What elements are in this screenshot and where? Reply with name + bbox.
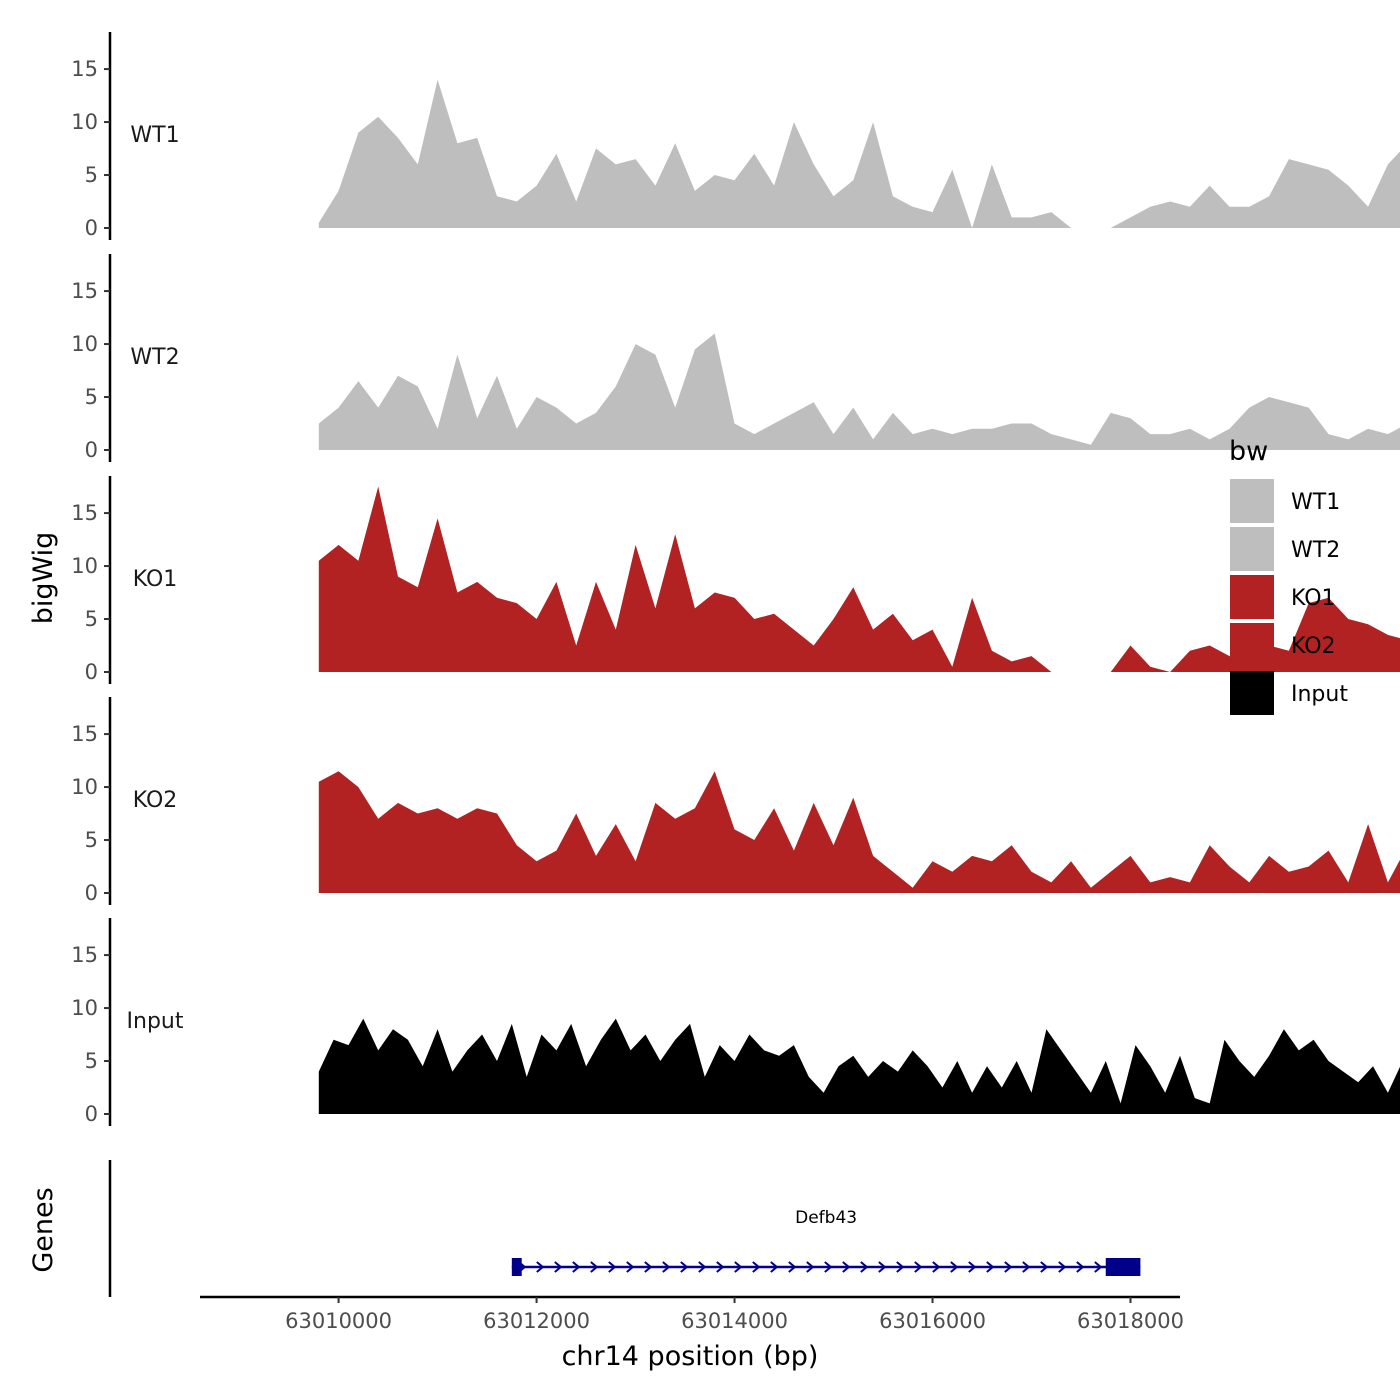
- strand-arrow: [932, 1261, 941, 1273]
- y-tick-label: 0: [85, 1102, 98, 1126]
- y-tick-label: 5: [85, 385, 98, 409]
- strand-arrow: [662, 1261, 671, 1273]
- y-tick-label: 0: [85, 881, 98, 905]
- legend: bw WT1 WT2 KO1 KO2 Input: [1229, 436, 1348, 715]
- area-ko1-segment-1: [318, 486, 1052, 672]
- strand-arrow: [554, 1261, 563, 1273]
- legend-label-wt2: WT2: [1291, 538, 1340, 563]
- gene-exon-2: [1105, 1258, 1141, 1276]
- x-axis: 63010000 63012000 63014000 63016000 63018000: [200, 1295, 1184, 1333]
- legend-items: WT1 WT2 KO1 KO2 Input: [1230, 479, 1348, 715]
- strand-arrow: [608, 1261, 617, 1273]
- gene-name-label: Defb43: [795, 1208, 857, 1228]
- y-tick-label: 10: [71, 775, 98, 799]
- x-tick-label: 63016000: [879, 1309, 986, 1333]
- y-tick-label: 15: [71, 943, 98, 967]
- gene-track-title: Genes: [28, 1187, 59, 1272]
- area-input-segment-1: [318, 1018, 1400, 1114]
- y-tick-label: 10: [71, 332, 98, 356]
- y-tick-label: 5: [85, 828, 98, 852]
- strand-arrow: [1076, 1261, 1085, 1273]
- strand-arrow: [1094, 1261, 1103, 1273]
- strand-arrow: [860, 1261, 869, 1273]
- legend-label-ko2: KO2: [1291, 634, 1336, 659]
- y-tick-label: 0: [85, 660, 98, 684]
- strand-arrow: [968, 1261, 977, 1273]
- track-label-ko2: KO2: [133, 788, 178, 813]
- strand-arrow: [752, 1261, 761, 1273]
- strand-arrow: [716, 1261, 725, 1273]
- track-panels: 0 5 10 15 0 5 10 15 0 5 10 15 0 5 10 15 0 5 10 15: [71, 32, 1400, 1126]
- gene-track: Defb43: [108, 1160, 1141, 1297]
- track-label-input: Input: [127, 1009, 184, 1034]
- track-wt1: 0 5 10 15: [71, 32, 1400, 240]
- track-ko1: 0 5 10 15: [71, 476, 1400, 684]
- x-tick-label: 63012000: [483, 1309, 590, 1333]
- strand-arrow: [734, 1261, 743, 1273]
- strand-arrow: [950, 1261, 959, 1273]
- strand-arrow: [914, 1261, 923, 1273]
- legend-swatch-wt2: [1230, 527, 1274, 571]
- strand-arrow: [1058, 1261, 1067, 1273]
- x-tick-label: 63010000: [285, 1309, 392, 1333]
- strand-arrow: [536, 1261, 545, 1273]
- track-label-wt2: WT2: [130, 345, 179, 370]
- area-ko1-segment-2: [1110, 597, 1400, 672]
- y-tick-label: 15: [71, 501, 98, 525]
- strand-arrow: [590, 1261, 599, 1273]
- x-tick-label: 63018000: [1077, 1309, 1184, 1333]
- area-wt2-segment-1: [318, 333, 1400, 450]
- strand-arrow: [806, 1261, 815, 1273]
- strand-arrow: [644, 1261, 653, 1273]
- y-tick-label: 10: [71, 110, 98, 134]
- legend-swatch-ko1: [1230, 575, 1274, 619]
- y-axis-title: bigWig: [28, 532, 59, 625]
- legend-title: bw: [1229, 436, 1268, 467]
- strand-arrow: [824, 1261, 833, 1273]
- strand-arrow: [896, 1261, 905, 1273]
- track-wt2: 0 5 10 15: [71, 254, 1400, 462]
- area-wt1-segment-2: [1110, 151, 1400, 228]
- strand-arrow: [1040, 1261, 1049, 1273]
- legend-swatch-wt1: [1230, 479, 1274, 523]
- strand-arrow: [878, 1261, 887, 1273]
- y-tick-label: 0: [85, 216, 98, 240]
- strand-arrow: [698, 1261, 707, 1273]
- strand-arrow: [572, 1261, 581, 1273]
- area-wt1-segment-1: [318, 79, 1072, 228]
- y-tick-label: 15: [71, 722, 98, 746]
- strand-arrow: [986, 1261, 995, 1273]
- track-input: 0 5 10 15: [71, 918, 1400, 1126]
- strand-arrow: [788, 1261, 797, 1273]
- y-tick-label: 10: [71, 554, 98, 578]
- strand-arrow: [842, 1261, 851, 1273]
- legend-label-input: Input: [1291, 682, 1348, 707]
- track-ko2: 0 5 10 15: [71, 697, 1400, 905]
- y-tick-label: 15: [71, 57, 98, 81]
- track-label-wt1: WT1: [130, 123, 179, 148]
- y-tick-label: 0: [85, 438, 98, 462]
- y-tick-label: 15: [71, 279, 98, 303]
- strand-arrow: [1022, 1261, 1031, 1273]
- y-tick-label: 5: [85, 607, 98, 631]
- legend-label-ko1: KO1: [1291, 586, 1336, 611]
- legend-swatch-input: [1230, 671, 1274, 715]
- gene-exon-1: [511, 1258, 522, 1276]
- track-label-ko1: KO1: [133, 567, 178, 592]
- x-tick-label: 63014000: [681, 1309, 788, 1333]
- y-tick-label: 10: [71, 996, 98, 1020]
- strand-arrow: [1004, 1261, 1013, 1273]
- strand-arrow: [626, 1261, 635, 1273]
- y-tick-label: 5: [85, 163, 98, 187]
- y-tick-label: 5: [85, 1049, 98, 1073]
- track-labels: WT1 WT2 KO1 KO2 Input: [127, 123, 184, 1034]
- area-ko2-segment-1: [318, 771, 1400, 893]
- strand-arrow: [770, 1261, 779, 1273]
- legend-label-wt1: WT1: [1291, 490, 1340, 515]
- legend-swatch-ko2: [1230, 623, 1274, 667]
- strand-arrow: [680, 1261, 689, 1273]
- x-axis-title: chr14 position (bp): [562, 1341, 819, 1372]
